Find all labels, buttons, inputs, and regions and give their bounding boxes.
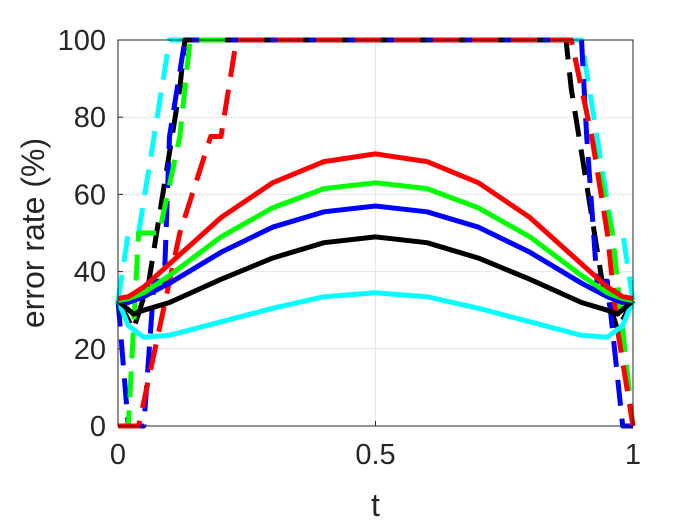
y-tick-label: 40	[74, 257, 106, 289]
series-solid-2	[117, 203, 634, 305]
x-tick-label: 0.5	[355, 439, 395, 471]
series-solid-3	[117, 180, 634, 304]
series-solid-4	[117, 151, 634, 302]
y-tick-label: 100	[58, 25, 106, 57]
series-solid-0	[115, 290, 636, 340]
x-tick-label: 1	[625, 439, 641, 471]
x-tick-label: 0	[110, 439, 126, 471]
grid	[117, 39, 634, 427]
y-axis-label: error rate (%)	[15, 138, 51, 328]
y-tick-label: 60	[74, 179, 106, 211]
y-tick-label: 0	[90, 411, 106, 443]
x-axis-label: t	[371, 487, 380, 523]
ticks: 0 0.5 1 0 20 40 60 80 100	[58, 25, 641, 471]
series-solid-1	[116, 234, 635, 317]
y-tick-label: 80	[74, 102, 106, 134]
y-tick-label: 20	[74, 334, 106, 366]
